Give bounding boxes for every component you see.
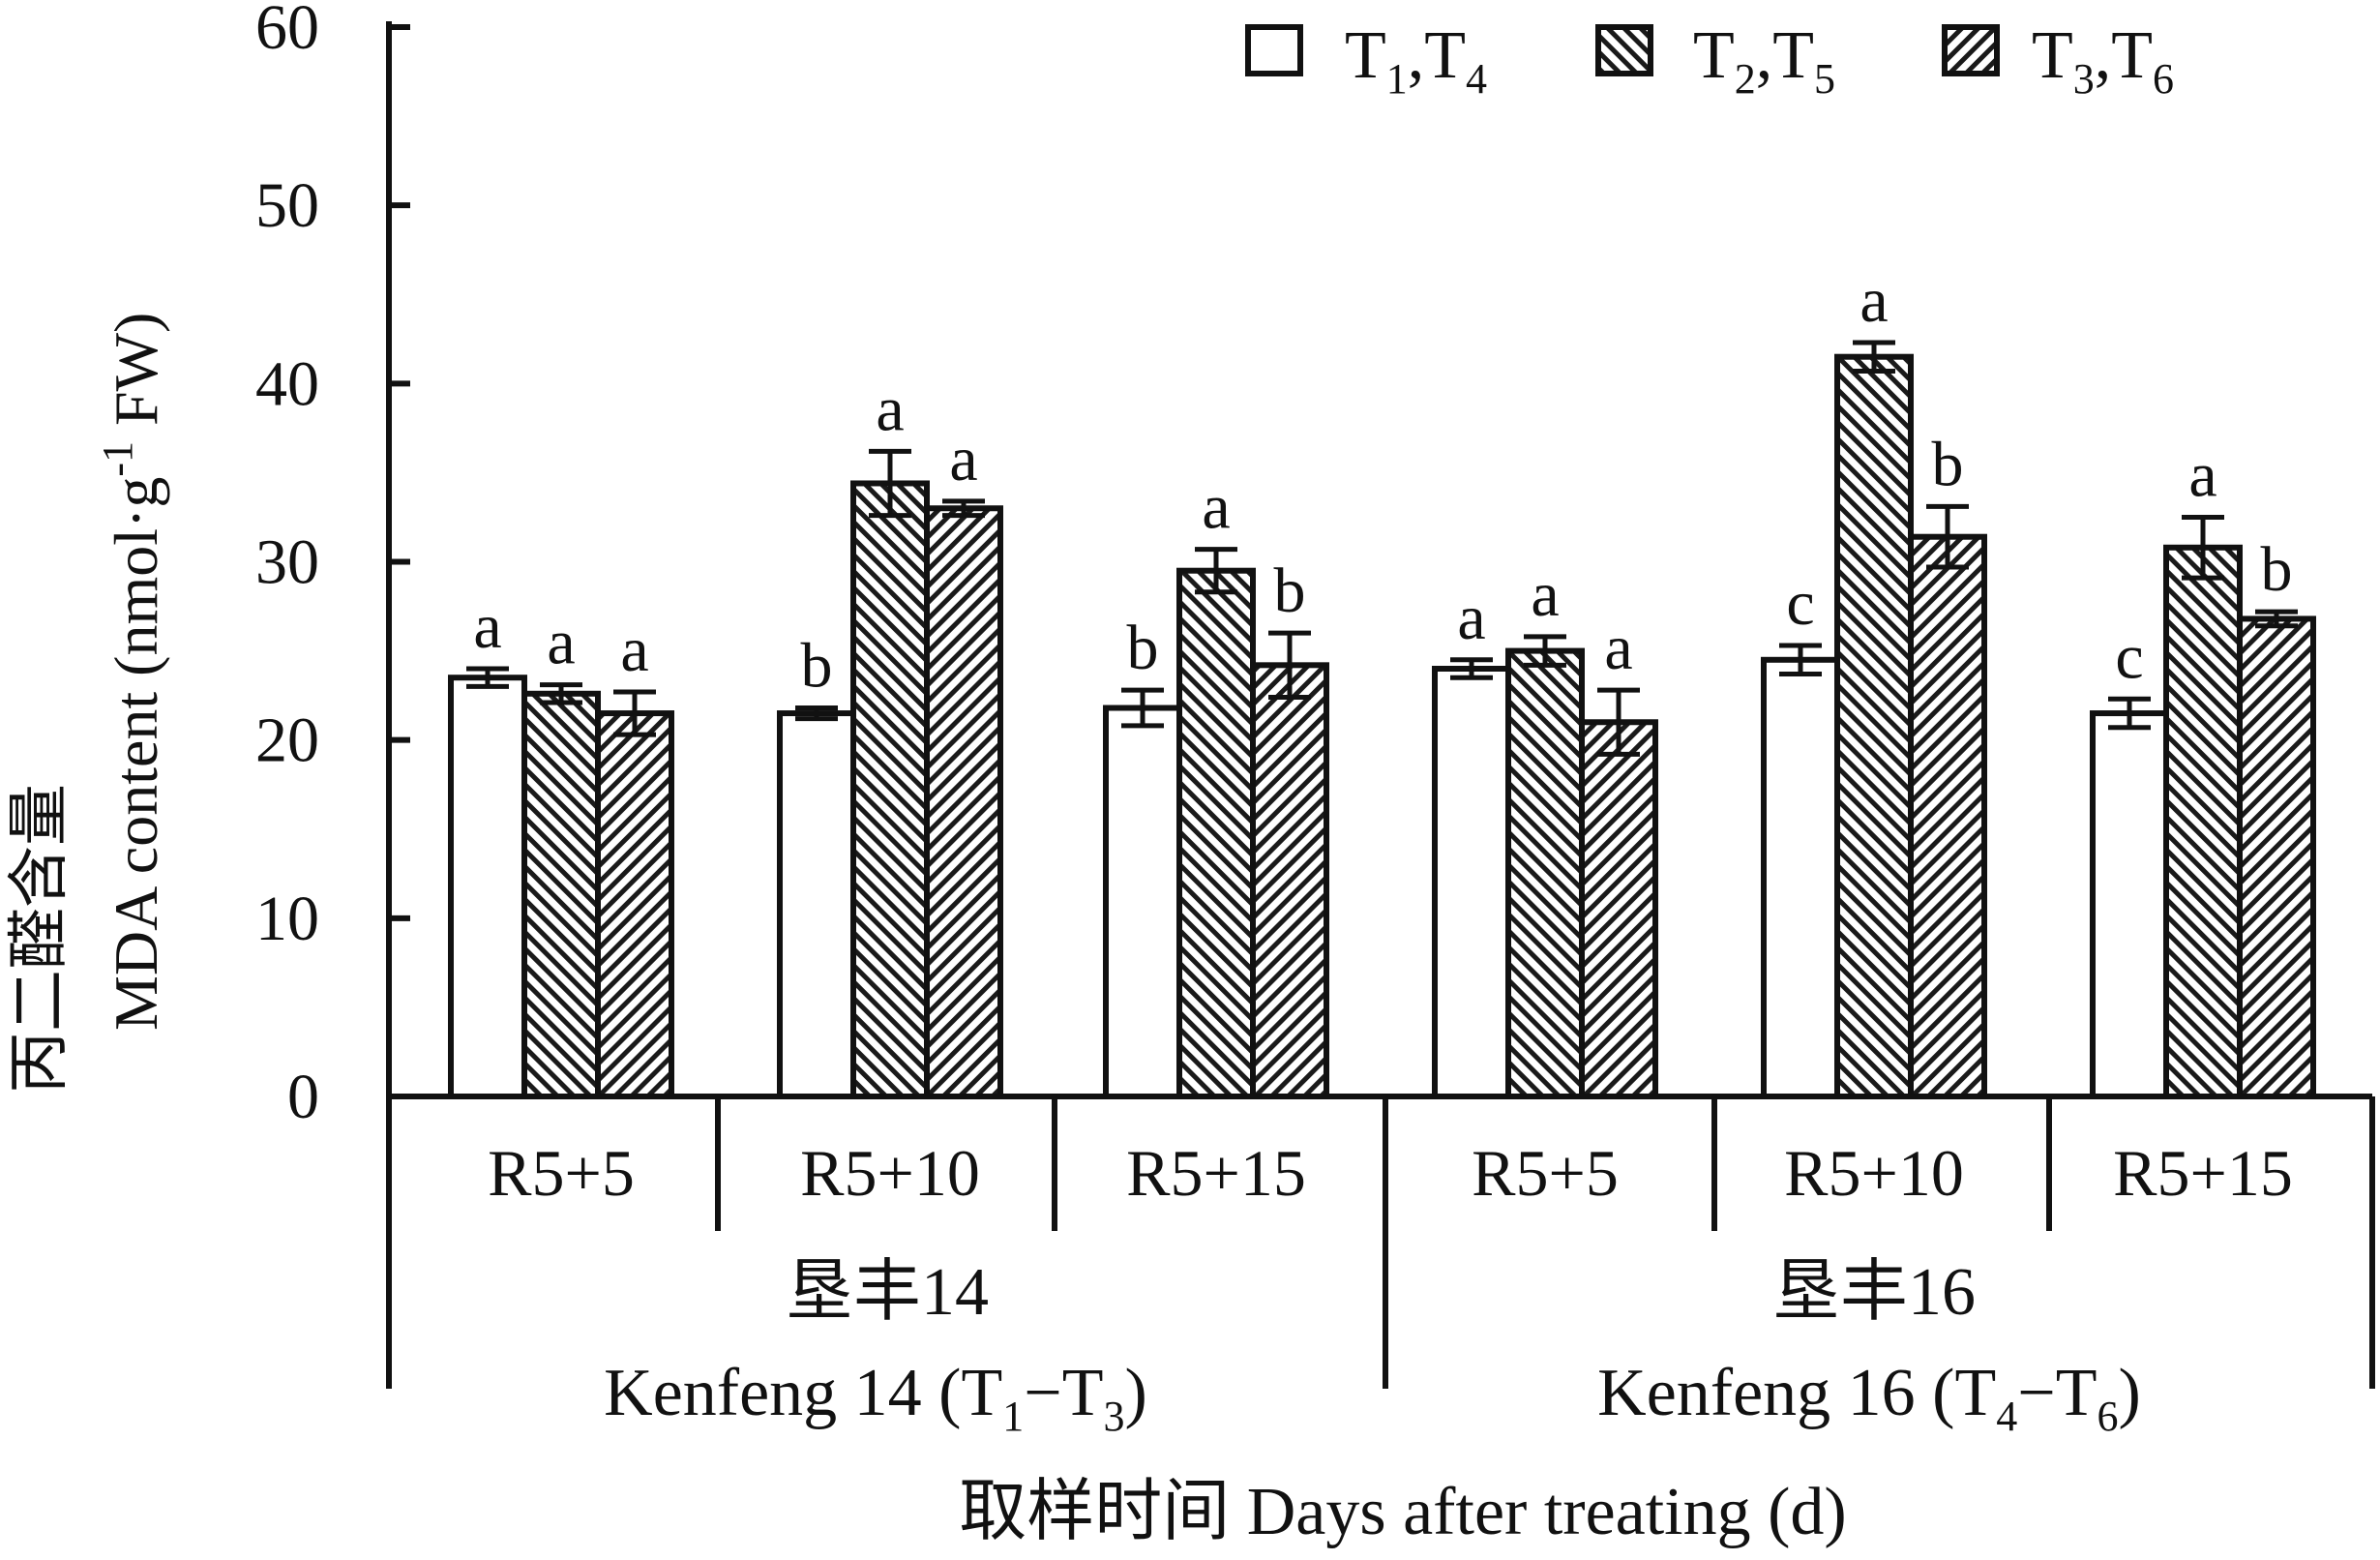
- legend-swatch-t2-t5: [1595, 24, 1653, 76]
- cultivar-label-cn-kenfeng16: 垦丰16: [1772, 1255, 1976, 1330]
- bars: [448, 340, 2316, 1100]
- bar-t2-t5: [1834, 353, 1914, 1100]
- cultivar-label-en-kenfeng16: Kenfeng 16 (T4−T6): [1597, 1356, 2141, 1440]
- bar-t3-t6: [2237, 615, 2316, 1100]
- significance-letter: a: [1457, 583, 1485, 653]
- bar-t1-t4: [1103, 705, 1182, 1099]
- significance-letter: a: [1859, 265, 1888, 336]
- y-axis-label-cn: 丙二醛含量: [5, 784, 74, 1094]
- y-axis-label-en-main: MDA content (nmol·g: [102, 477, 170, 1031]
- bar-t3-t6: [1579, 719, 1658, 1099]
- y-tick-label: 20: [255, 705, 319, 776]
- category-label: R5+15: [2113, 1136, 2293, 1210]
- bar-t2-t5: [1505, 647, 1585, 1099]
- category-label: R5+10: [1784, 1136, 1964, 1210]
- y-axis-label-sup: -1: [94, 441, 141, 477]
- significance-letter: a: [473, 591, 501, 662]
- legend-swatch-t1-t4: [1245, 24, 1303, 76]
- category-label: R5+15: [1126, 1136, 1306, 1210]
- significance-letter: b: [1127, 613, 1159, 683]
- legend-swatch-t3-t6: [1942, 24, 2000, 76]
- significance-letter: a: [949, 424, 977, 495]
- significance-letter: a: [1604, 613, 1632, 683]
- significance-letter: c: [1786, 568, 1814, 639]
- bar-t3-t6: [1250, 662, 1329, 1099]
- category-label: R5+5: [488, 1136, 635, 1210]
- bar-t2-t5: [2163, 544, 2243, 1099]
- axes: 0 10 20 30 40 50 60: [255, 0, 2375, 1389]
- y-tick-label: 60: [255, 0, 319, 63]
- y-axis-label-en: MDA content (nmol·g-1 FW): [94, 313, 170, 1031]
- category-label: R5+5: [1472, 1136, 1619, 1210]
- y-tick-label: 50: [255, 170, 319, 241]
- legend-label-t1-t4: T1,T4: [1345, 18, 1487, 103]
- y-axis-label-end: FW): [102, 313, 170, 441]
- bar-t1-t4: [777, 710, 856, 1100]
- significance-letter: b: [801, 631, 833, 702]
- bar-t3-t6: [595, 710, 674, 1100]
- x-axis-title: 取样时间 Days after treating (d): [959, 1475, 1847, 1549]
- cultivar-label-en-kenfeng14: Kenfeng 14 (T1−T3): [604, 1356, 1147, 1440]
- significance-letter: b: [1932, 429, 1964, 499]
- legend-label-t2-t5: T2,T5: [1693, 18, 1835, 103]
- bar-t1-t4: [2090, 710, 2169, 1100]
- significance-letter: a: [2188, 439, 2216, 510]
- significance-letter: b: [2261, 534, 2293, 605]
- y-tick-label: 10: [255, 884, 319, 954]
- bar-t3-t6: [1908, 533, 1987, 1099]
- y-tick-label: 0: [287, 1062, 319, 1132]
- bar-t2-t5: [521, 690, 601, 1099]
- y-tick-label: 40: [255, 348, 319, 419]
- bar-t3-t6: [924, 505, 1003, 1099]
- significance-letter: c: [2115, 621, 2143, 692]
- legend: T1,T4 T2,T5 T3,T6: [1245, 18, 2174, 103]
- category-label: R5+10: [800, 1136, 980, 1210]
- significance-letter: a: [1531, 559, 1559, 630]
- significance-letter: a: [1202, 472, 1230, 543]
- bar-t2-t5: [1176, 567, 1256, 1099]
- bar-t1-t4: [1761, 656, 1840, 1100]
- significance-letter: a: [620, 615, 648, 685]
- significance-letter: a: [876, 374, 904, 444]
- significance-letter: a: [547, 608, 575, 678]
- cultivar-label-cn-kenfeng14: 垦丰14: [786, 1255, 989, 1330]
- bar-t2-t5: [850, 480, 930, 1099]
- bar-t1-t4: [1432, 666, 1511, 1099]
- y-tick-label: 30: [255, 527, 319, 598]
- bar-t1-t4: [448, 675, 527, 1099]
- significance-letter: b: [1274, 555, 1306, 626]
- legend-label-t3-t6: T3,T6: [2032, 18, 2174, 103]
